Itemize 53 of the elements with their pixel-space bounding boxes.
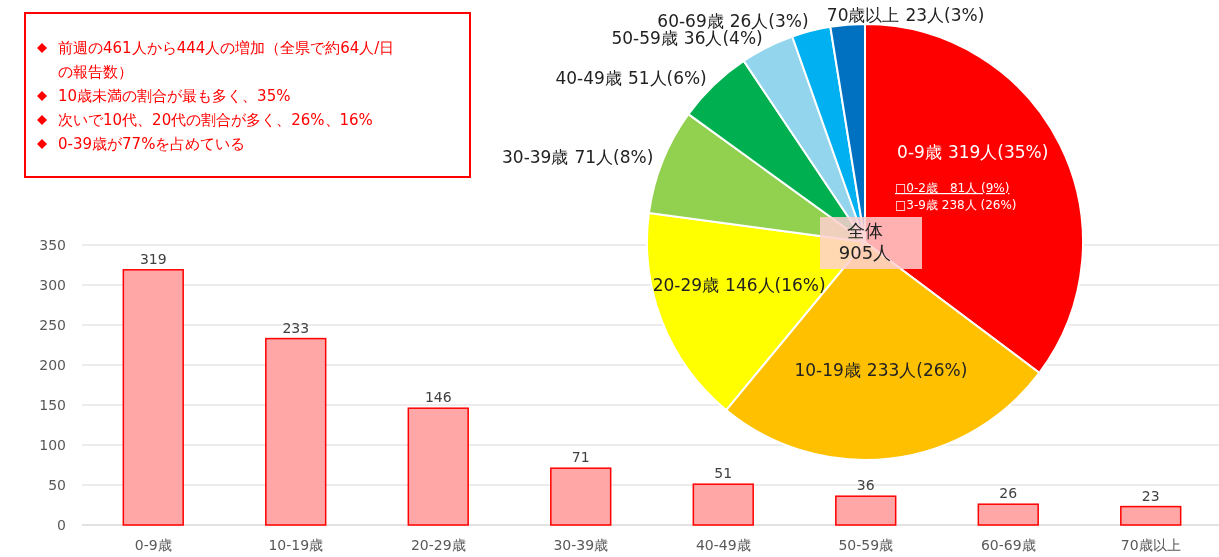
text: □0-2歳 81人 (9%) — [895, 181, 1010, 195]
bar — [1120, 505, 1182, 526]
text: 次いで10代、20代の割合が多く、26%、16% — [58, 111, 373, 130]
bar — [835, 495, 897, 526]
data-label: 146 — [424, 389, 452, 406]
y-tick-label: 250 — [39, 316, 66, 333]
annotation: 全体 905人 — [838, 220, 892, 263]
y-tick-label: 150 — [39, 396, 66, 413]
text: 10歳未満の割合が最も多く、35% — [58, 87, 291, 106]
slice-label: 0-9歳 — [897, 142, 942, 163]
y-tick-label: 0 — [57, 516, 66, 533]
text: □3-9歳 238人 (26%) — [895, 198, 1017, 212]
slice-label: 10-19歳 — [794, 360, 861, 381]
x-tick-label: 60-69歳 — [980, 537, 1036, 553]
slice-label: 50-59歳 — [611, 28, 678, 49]
data-label: 71 — [571, 449, 590, 466]
data-label: 319人(35%) — [947, 142, 1049, 163]
text: 前週の461人から444人の増加（全県で約64人/日の報告数） — [58, 39, 395, 82]
slice-label: 20-29歳 — [652, 275, 720, 296]
data-label: 26 — [999, 485, 1018, 502]
data-label: 51 — [714, 465, 733, 482]
data-label: 23人(3%) — [905, 4, 985, 25]
slice-label: 40-49歳 — [555, 67, 622, 88]
x-tick-label: 40-49歳 — [695, 537, 751, 553]
slice-label: 70歳以上 — [826, 4, 900, 25]
data-label: 146人(16%) — [725, 275, 826, 296]
bar — [407, 407, 469, 526]
data-label: 26人(3%) — [729, 11, 809, 32]
x-tick-label: 10-19歳 — [268, 537, 324, 553]
data-label: 23 — [1141, 487, 1160, 504]
data-label: 233 — [282, 319, 310, 336]
bar — [550, 467, 612, 526]
slice-label: 30-39歳 — [501, 147, 569, 168]
data-label: 36 — [856, 477, 875, 494]
x-tick-label: 30-39歳 — [553, 537, 609, 553]
x-tick-label: 0-9歳 — [134, 537, 172, 553]
y-tick-label: 50 — [48, 476, 66, 493]
x-tick-label: 70歳以上 — [1120, 537, 1181, 553]
data-label: 319 — [139, 250, 167, 267]
text: 0-39歳が77%を占めている — [58, 135, 246, 154]
x-tick-label: 20-29歳 — [410, 537, 466, 553]
x-tick-label: 50-59歳 — [838, 537, 894, 553]
data-label: 51人(6%) — [627, 67, 707, 88]
bar — [122, 269, 184, 526]
data-label: 71人(8%) — [574, 147, 654, 168]
bar — [977, 503, 1039, 526]
y-tick-label: 200 — [39, 356, 66, 373]
y-tick-label: 350 — [39, 236, 66, 253]
bar — [265, 337, 327, 526]
y-tick-label: 300 — [39, 276, 66, 293]
bar — [692, 483, 754, 526]
data-label: 233人(26%) — [866, 360, 968, 381]
y-tick-label: 100 — [39, 436, 66, 453]
